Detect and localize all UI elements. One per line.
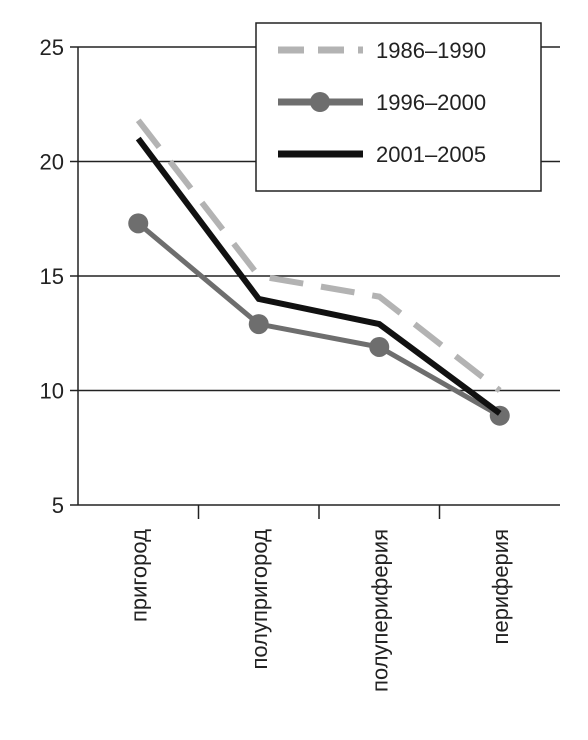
series-point-1	[128, 213, 149, 234]
y-tick-label: 20	[40, 150, 64, 175]
data-series	[128, 118, 510, 426]
series-line-2	[135, 136, 502, 416]
y-tick-label: 5	[52, 493, 64, 518]
series-line-1	[136, 221, 501, 418]
y-tick-label: 10	[40, 379, 64, 404]
legend-label: 2001–2005	[376, 142, 486, 167]
legend-label: 1986–1990	[376, 38, 486, 63]
x-axis-categories: пригород полупригород полупериферия перифер…	[126, 505, 513, 692]
legend-label: 1996–2000	[376, 90, 486, 115]
series-point-1	[248, 314, 269, 335]
x-category-label: периферия	[488, 529, 513, 644]
y-tick-label: 25	[40, 35, 64, 60]
series-line-0	[135, 118, 502, 393]
x-category-label: полупригород	[247, 529, 272, 670]
legend-marker-1	[310, 92, 330, 112]
legend: 1986–1990 1996–2000 2001–2005	[255, 22, 542, 192]
series-point-1	[369, 336, 390, 357]
y-axis-ticks: 5 10 15 20 25	[40, 35, 78, 518]
y-tick-label: 15	[40, 264, 64, 289]
x-category-label: пригород	[126, 529, 151, 622]
x-category-label: полупериферия	[367, 529, 392, 692]
